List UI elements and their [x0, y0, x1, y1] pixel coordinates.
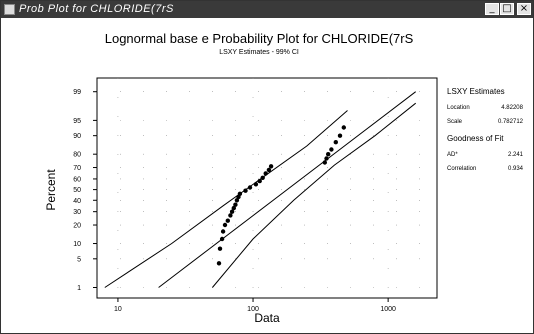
data-point [253, 182, 259, 187]
y-axis-ticks: 1 5 10 20 30 40 50 60 70 80 90 95 99 [73, 89, 97, 292]
location-label: Location [447, 105, 470, 111]
data-point [237, 191, 243, 196]
x-tick-label: 1000 [380, 306, 396, 313]
scale-value: 0.782712 [498, 119, 524, 125]
y-tick-label: 5 [77, 256, 81, 263]
data-point [228, 213, 233, 218]
data-point [333, 140, 338, 145]
y-tick-label: 50 [73, 187, 81, 194]
x-tick-label: 10 [114, 306, 122, 313]
data-point [229, 209, 235, 214]
data-point [219, 236, 225, 242]
data-point [324, 156, 329, 161]
correlation-value: 0.934 [508, 166, 524, 172]
data-point [326, 152, 331, 157]
data-point [266, 167, 272, 173]
y-tick-label: 30 [73, 209, 81, 216]
y-tick-label: 1 [77, 285, 81, 292]
data-point [341, 125, 346, 130]
data-points [216, 125, 346, 266]
y-tick-label: 80 [73, 152, 81, 159]
chart-window-icon[interactable] [4, 4, 15, 15]
ci-lower-bound [212, 102, 417, 288]
fit-line [158, 91, 417, 288]
fit-lines [104, 91, 417, 288]
data-point [233, 202, 238, 207]
x-axis-label: Data [254, 311, 280, 325]
y-tick-label: 90 [73, 133, 81, 140]
window-title: Prob Plot for CHLORIDE(7rS [19, 3, 174, 15]
ci-upper-bound [104, 110, 348, 288]
data-point [257, 178, 262, 184]
y-tick-label: 95 [73, 118, 81, 125]
data-point [243, 188, 248, 193]
title-bar[interactable]: Prob Plot for CHLORIDE(7rS _ □ × [1, 1, 533, 18]
data-point [260, 175, 265, 180]
data-point [231, 205, 236, 211]
data-point [337, 133, 343, 138]
data-point [216, 261, 222, 266]
x-axis-ticks: 10 100 1000 [114, 298, 396, 313]
probability-plot: Lognormal base e Probability Plot for CH… [44, 31, 524, 325]
close-button[interactable]: × [517, 3, 531, 15]
y-tick-label: 60 [73, 176, 81, 183]
data-point [222, 222, 228, 228]
stats-heading: LSXY Estimates [447, 87, 505, 96]
y-tick-label: 10 [73, 241, 81, 248]
data-point [263, 171, 268, 176]
chart-subtitle: LSXY Estimates - 99% CI [219, 49, 299, 56]
data-point [322, 160, 327, 165]
grid [97, 78, 437, 298]
ad-label: AD* [447, 152, 458, 158]
y-tick-label: 40 [73, 198, 81, 205]
statistics-panel: LSXY Estimates Location 4.82208 Scale 0.… [447, 87, 524, 172]
plot-frame [96, 77, 438, 299]
scale-label: Scale [447, 119, 463, 125]
correlation-label: Correlation [447, 166, 476, 172]
data-point [329, 147, 334, 152]
data-point [225, 218, 230, 223]
y-tick-label: 99 [73, 89, 81, 96]
y-tick-label: 20 [73, 223, 81, 230]
maximize-button[interactable]: □ [500, 3, 514, 15]
y-axis-label: Percent [44, 169, 58, 211]
data-point [268, 164, 274, 169]
x-tick-label: 100 [247, 306, 259, 313]
ad-value: 2.241 [508, 152, 524, 158]
data-point [247, 185, 253, 190]
data-point [220, 229, 226, 234]
gof-heading: Goodness of Fit [447, 134, 504, 143]
chart-title: Lognormal base e Probability Plot for CH… [105, 31, 414, 46]
y-tick-label: 70 [73, 165, 81, 172]
minimize-button[interactable]: _ [485, 3, 499, 15]
data-point [217, 246, 223, 251]
location-value: 4.82208 [501, 105, 523, 111]
data-point [234, 198, 240, 203]
